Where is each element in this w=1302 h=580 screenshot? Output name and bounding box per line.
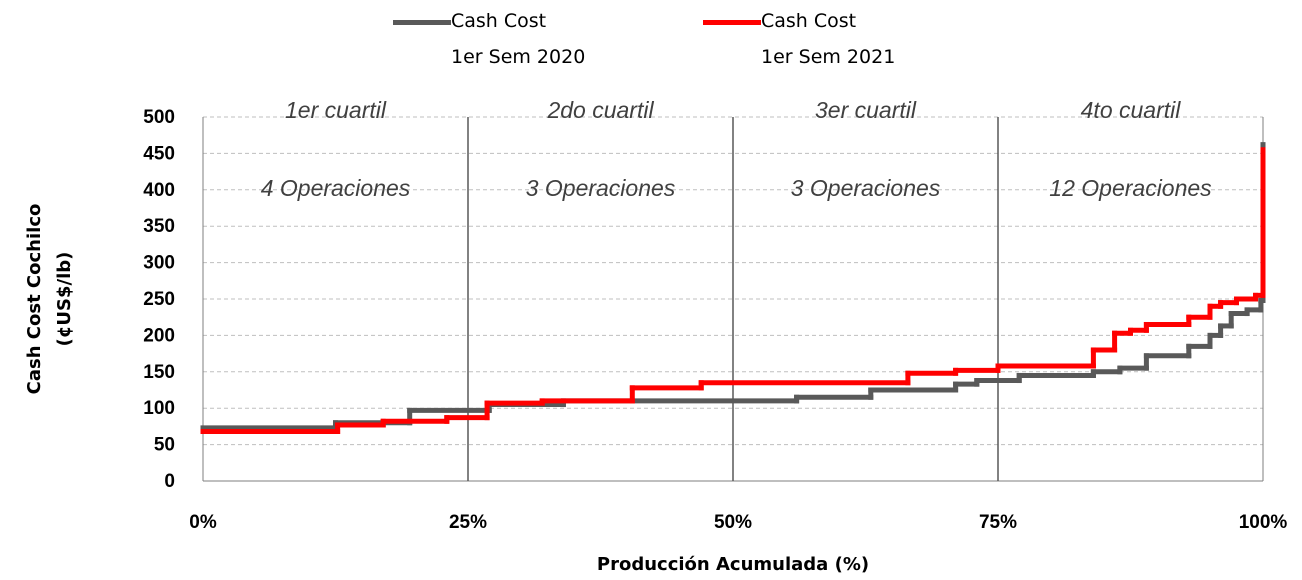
operations-label: 12 Operaciones: [1049, 175, 1212, 201]
x-tick-label: 25%: [449, 512, 487, 533]
y-tick-label: 500: [143, 107, 175, 128]
x-axis-title: Producción Acumulada (%): [597, 554, 869, 575]
y-tick-label: 250: [143, 289, 175, 310]
x-tick-label: 50%: [714, 512, 752, 533]
y-tick-label: 400: [143, 180, 175, 201]
series: [200, 147, 1266, 434]
y-tick-label: 300: [143, 253, 175, 274]
legend-swatch: [393, 20, 451, 25]
operations-label: 4 Operaciones: [261, 175, 411, 201]
y-tick-label: 200: [143, 325, 175, 346]
y-axis-title-line: (¢US$/lb): [54, 252, 75, 347]
y-tick-label: 350: [143, 216, 175, 237]
legend-label: Cash Cost 1er Sem 2021: [761, 10, 896, 68]
legend-item: Cash Cost 1er Sem 2020: [393, 4, 585, 75]
quartile-label: 4to cuartil: [1081, 97, 1182, 123]
operations-label: 3 Operaciones: [791, 175, 941, 201]
y-tick-label: 100: [143, 398, 175, 419]
legend-item: Cash Cost 1er Sem 2021: [703, 4, 895, 75]
quartile-label: 1er cuartil: [285, 97, 387, 123]
legend-label: Cash Cost 1er Sem 2020: [451, 10, 586, 68]
quartile-label: 2do cuartil: [546, 97, 654, 123]
operations-label: 3 Operaciones: [526, 175, 676, 201]
legend-swatch: [703, 20, 761, 25]
y-tick-label: 150: [143, 362, 175, 383]
x-tick-label: 75%: [979, 512, 1017, 533]
x-tick-label: 0%: [189, 512, 217, 533]
y-tick-label: 450: [143, 143, 175, 164]
quartile-label: 3er cuartil: [815, 97, 917, 123]
y-tick-label: 50: [154, 435, 175, 456]
y-tick-label: 0: [164, 471, 175, 492]
y-axis-title: Cash Cost Cochilco (¢US$/lb): [24, 204, 75, 395]
x-tick-label: 100%: [1239, 512, 1288, 533]
y-axis-title-line: Cash Cost Cochilco: [24, 204, 45, 395]
